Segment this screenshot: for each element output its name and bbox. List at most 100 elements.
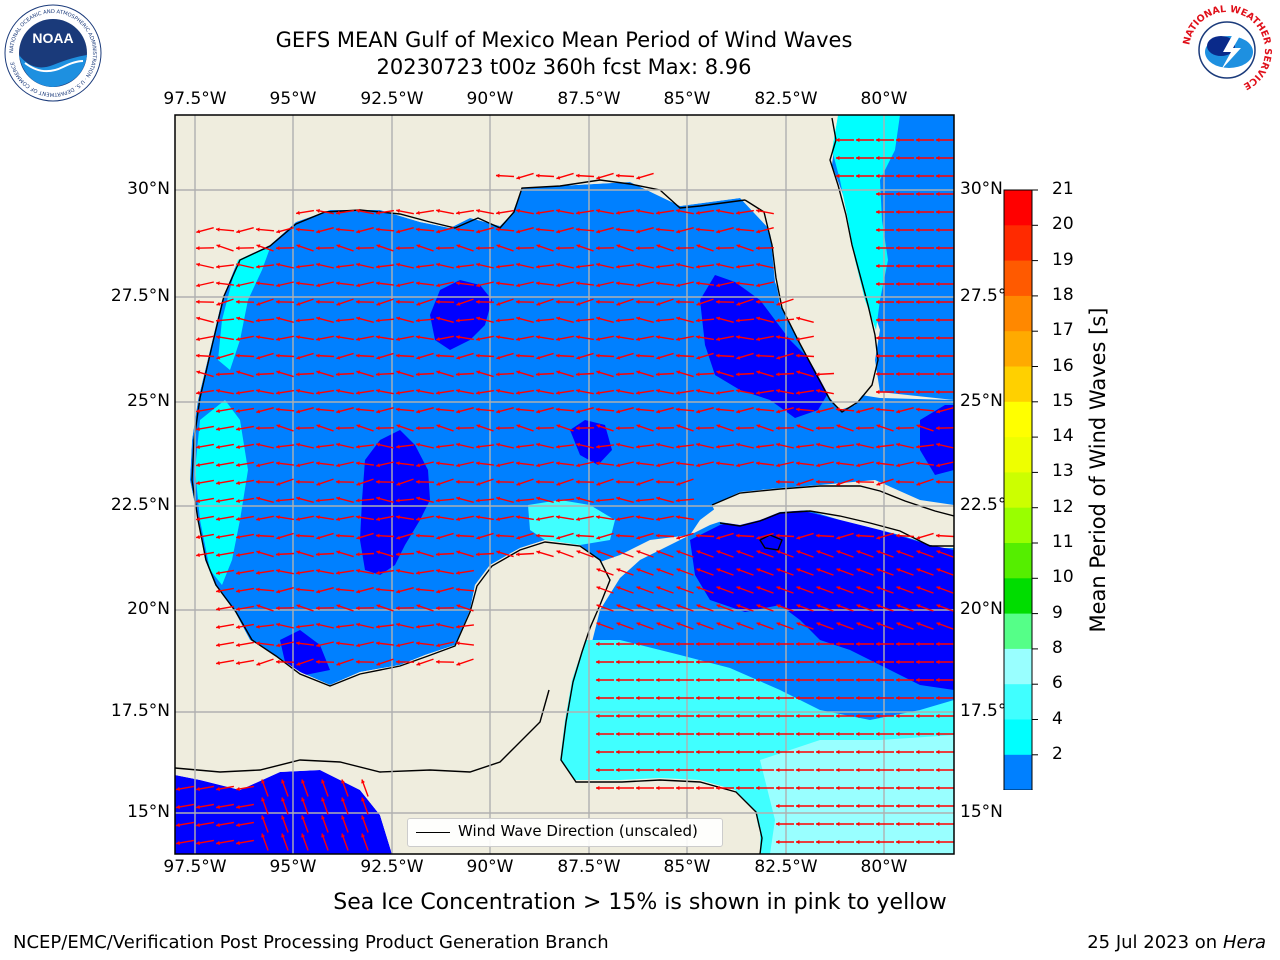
wind-wave-arrowhead <box>876 568 881 572</box>
wind-wave-arrowhead <box>896 409 901 414</box>
wind-wave-arrowhead <box>516 481 521 486</box>
wind-wave-arrowhead <box>356 353 360 358</box>
wind-wave-arrowhead <box>636 246 640 251</box>
colorbar-tick-label: 9 <box>1052 602 1063 623</box>
wind-wave-arrowhead <box>856 803 860 809</box>
wind-wave-arrowhead <box>876 622 881 626</box>
wind-wave-arrowhead <box>876 317 880 323</box>
wind-wave-arrowhead <box>696 731 700 737</box>
wind-wave-arrowhead <box>776 586 781 590</box>
wind-wave-arrowhead <box>336 550 341 555</box>
wind-wave-arrowhead <box>936 659 940 665</box>
wind-wave-arrowhead <box>596 407 600 412</box>
florida-land <box>740 188 875 410</box>
wind-wave-arrowhead <box>236 642 240 647</box>
wind-wave-arrowhead <box>576 463 580 468</box>
wind-wave-arrowhead <box>216 786 220 791</box>
wind-wave-arrowhead <box>356 316 361 321</box>
wind-wave-arrowhead <box>656 281 660 286</box>
wind-wave-arrowhead <box>281 815 285 820</box>
wind-wave-arrowhead <box>876 803 880 809</box>
wind-wave-arrowhead <box>616 695 620 701</box>
wind-wave-arrowhead <box>936 479 940 484</box>
wind-wave-arrowhead <box>296 388 300 393</box>
colorbar-segment <box>1004 472 1032 509</box>
wind-wave-arrowhead <box>316 246 320 251</box>
wind-wave-arrowhead <box>836 535 841 540</box>
wind-wave-arrowhead <box>396 337 400 342</box>
wind-wave-arrowhead <box>876 353 880 359</box>
wind-wave-arrowhead <box>676 568 681 572</box>
wind-wave-arrowhead <box>656 677 660 683</box>
wind-wave-arrowhead <box>216 516 220 521</box>
wind-wave-arrowhead <box>616 173 620 178</box>
wind-wave-arrowhead <box>656 517 660 522</box>
wind-wave-arrowhead <box>656 785 660 791</box>
wind-wave-arrowhead <box>696 568 701 572</box>
wind-wave-arrowhead <box>676 407 680 412</box>
wind-wave-arrowhead <box>296 318 300 323</box>
wind-wave-arrowhead <box>356 643 360 648</box>
wind-wave-arrowhead <box>756 767 760 773</box>
colorbar-segment <box>1004 648 1032 685</box>
wind-wave-arrowhead <box>436 498 440 503</box>
wind-wave-arrowhead <box>336 244 341 249</box>
wind-wave-arrowhead <box>456 355 461 360</box>
wind-wave-arrowhead <box>196 462 200 467</box>
wind-wave-arrowhead <box>436 589 441 594</box>
wind-wave-arrowhead <box>676 390 680 395</box>
wind-wave-arrowhead <box>196 498 200 503</box>
wind-wave-arrowhead <box>296 463 300 468</box>
wind-wave-arrowhead <box>696 210 700 215</box>
wind-wave-arrowhead <box>556 481 561 486</box>
wind-wave-arrowhead <box>616 767 620 773</box>
wind-wave-arrowhead <box>536 210 540 215</box>
wind-wave-arrowhead <box>256 570 260 575</box>
wind-wave-arrowhead <box>536 335 540 340</box>
lat-label-left: 27.5°N <box>110 286 170 306</box>
wind-wave-arrowhead <box>856 713 860 719</box>
wind-wave-arrowhead <box>336 318 340 323</box>
wind-wave-arrowhead <box>436 370 441 375</box>
wind-wave-arrowhead <box>536 264 540 269</box>
wind-wave-arrowhead <box>576 442 580 447</box>
wind-wave-arrowhead <box>261 779 265 784</box>
wind-wave-arrowhead <box>236 624 240 629</box>
wind-wave-arrowhead <box>316 337 320 342</box>
wind-wave-arrowhead <box>336 227 340 232</box>
wind-wave-arrowhead <box>296 335 300 340</box>
wind-wave-arrowhead <box>776 659 780 665</box>
wind-wave-arrowhead <box>516 246 520 251</box>
wind-wave-arrowhead <box>236 840 240 845</box>
wind-wave-arrowhead <box>416 604 421 609</box>
wind-wave-arrowhead <box>696 388 700 393</box>
colorbar-tick-label: 2 <box>1052 743 1063 764</box>
wind-wave-arrowhead <box>296 517 300 522</box>
wind-wave-arrowhead <box>236 316 241 321</box>
wind-wave-arrowhead <box>936 785 940 791</box>
wind-wave-arrowhead <box>196 390 200 395</box>
wind-wave-arrowhead <box>896 155 900 161</box>
wind-wave-arrowhead <box>816 767 820 773</box>
wind-wave-arrowhead <box>796 568 801 572</box>
wind-wave-arrowhead <box>316 229 321 234</box>
colorbar-tick-label: 16 <box>1052 355 1074 376</box>
wind-wave-arrowhead <box>916 731 920 737</box>
wind-wave-arrowhead <box>496 409 501 414</box>
wind-wave-arrowhead <box>596 641 600 647</box>
wind-wave-arrowhead <box>316 461 320 466</box>
wind-wave-arrowhead <box>916 263 920 269</box>
wind-wave-arrowhead <box>176 804 180 809</box>
wind-wave-arrowhead <box>936 299 940 305</box>
wind-wave-arrowhead <box>216 281 220 286</box>
wind-wave-arrowhead <box>336 661 341 666</box>
wind-wave-arrowhead <box>856 550 861 554</box>
wind-wave-arrowhead <box>776 409 781 414</box>
wind-wave-arrowhead <box>916 281 920 287</box>
wind-wave-arrowhead <box>576 335 580 340</box>
wind-wave-arrowhead <box>616 641 620 647</box>
wind-wave-arrowhead <box>336 301 341 306</box>
colorbar-tick-label: 19 <box>1052 249 1074 270</box>
wind-wave-arrowhead <box>256 372 260 377</box>
wind-wave-arrowhead <box>676 299 680 304</box>
